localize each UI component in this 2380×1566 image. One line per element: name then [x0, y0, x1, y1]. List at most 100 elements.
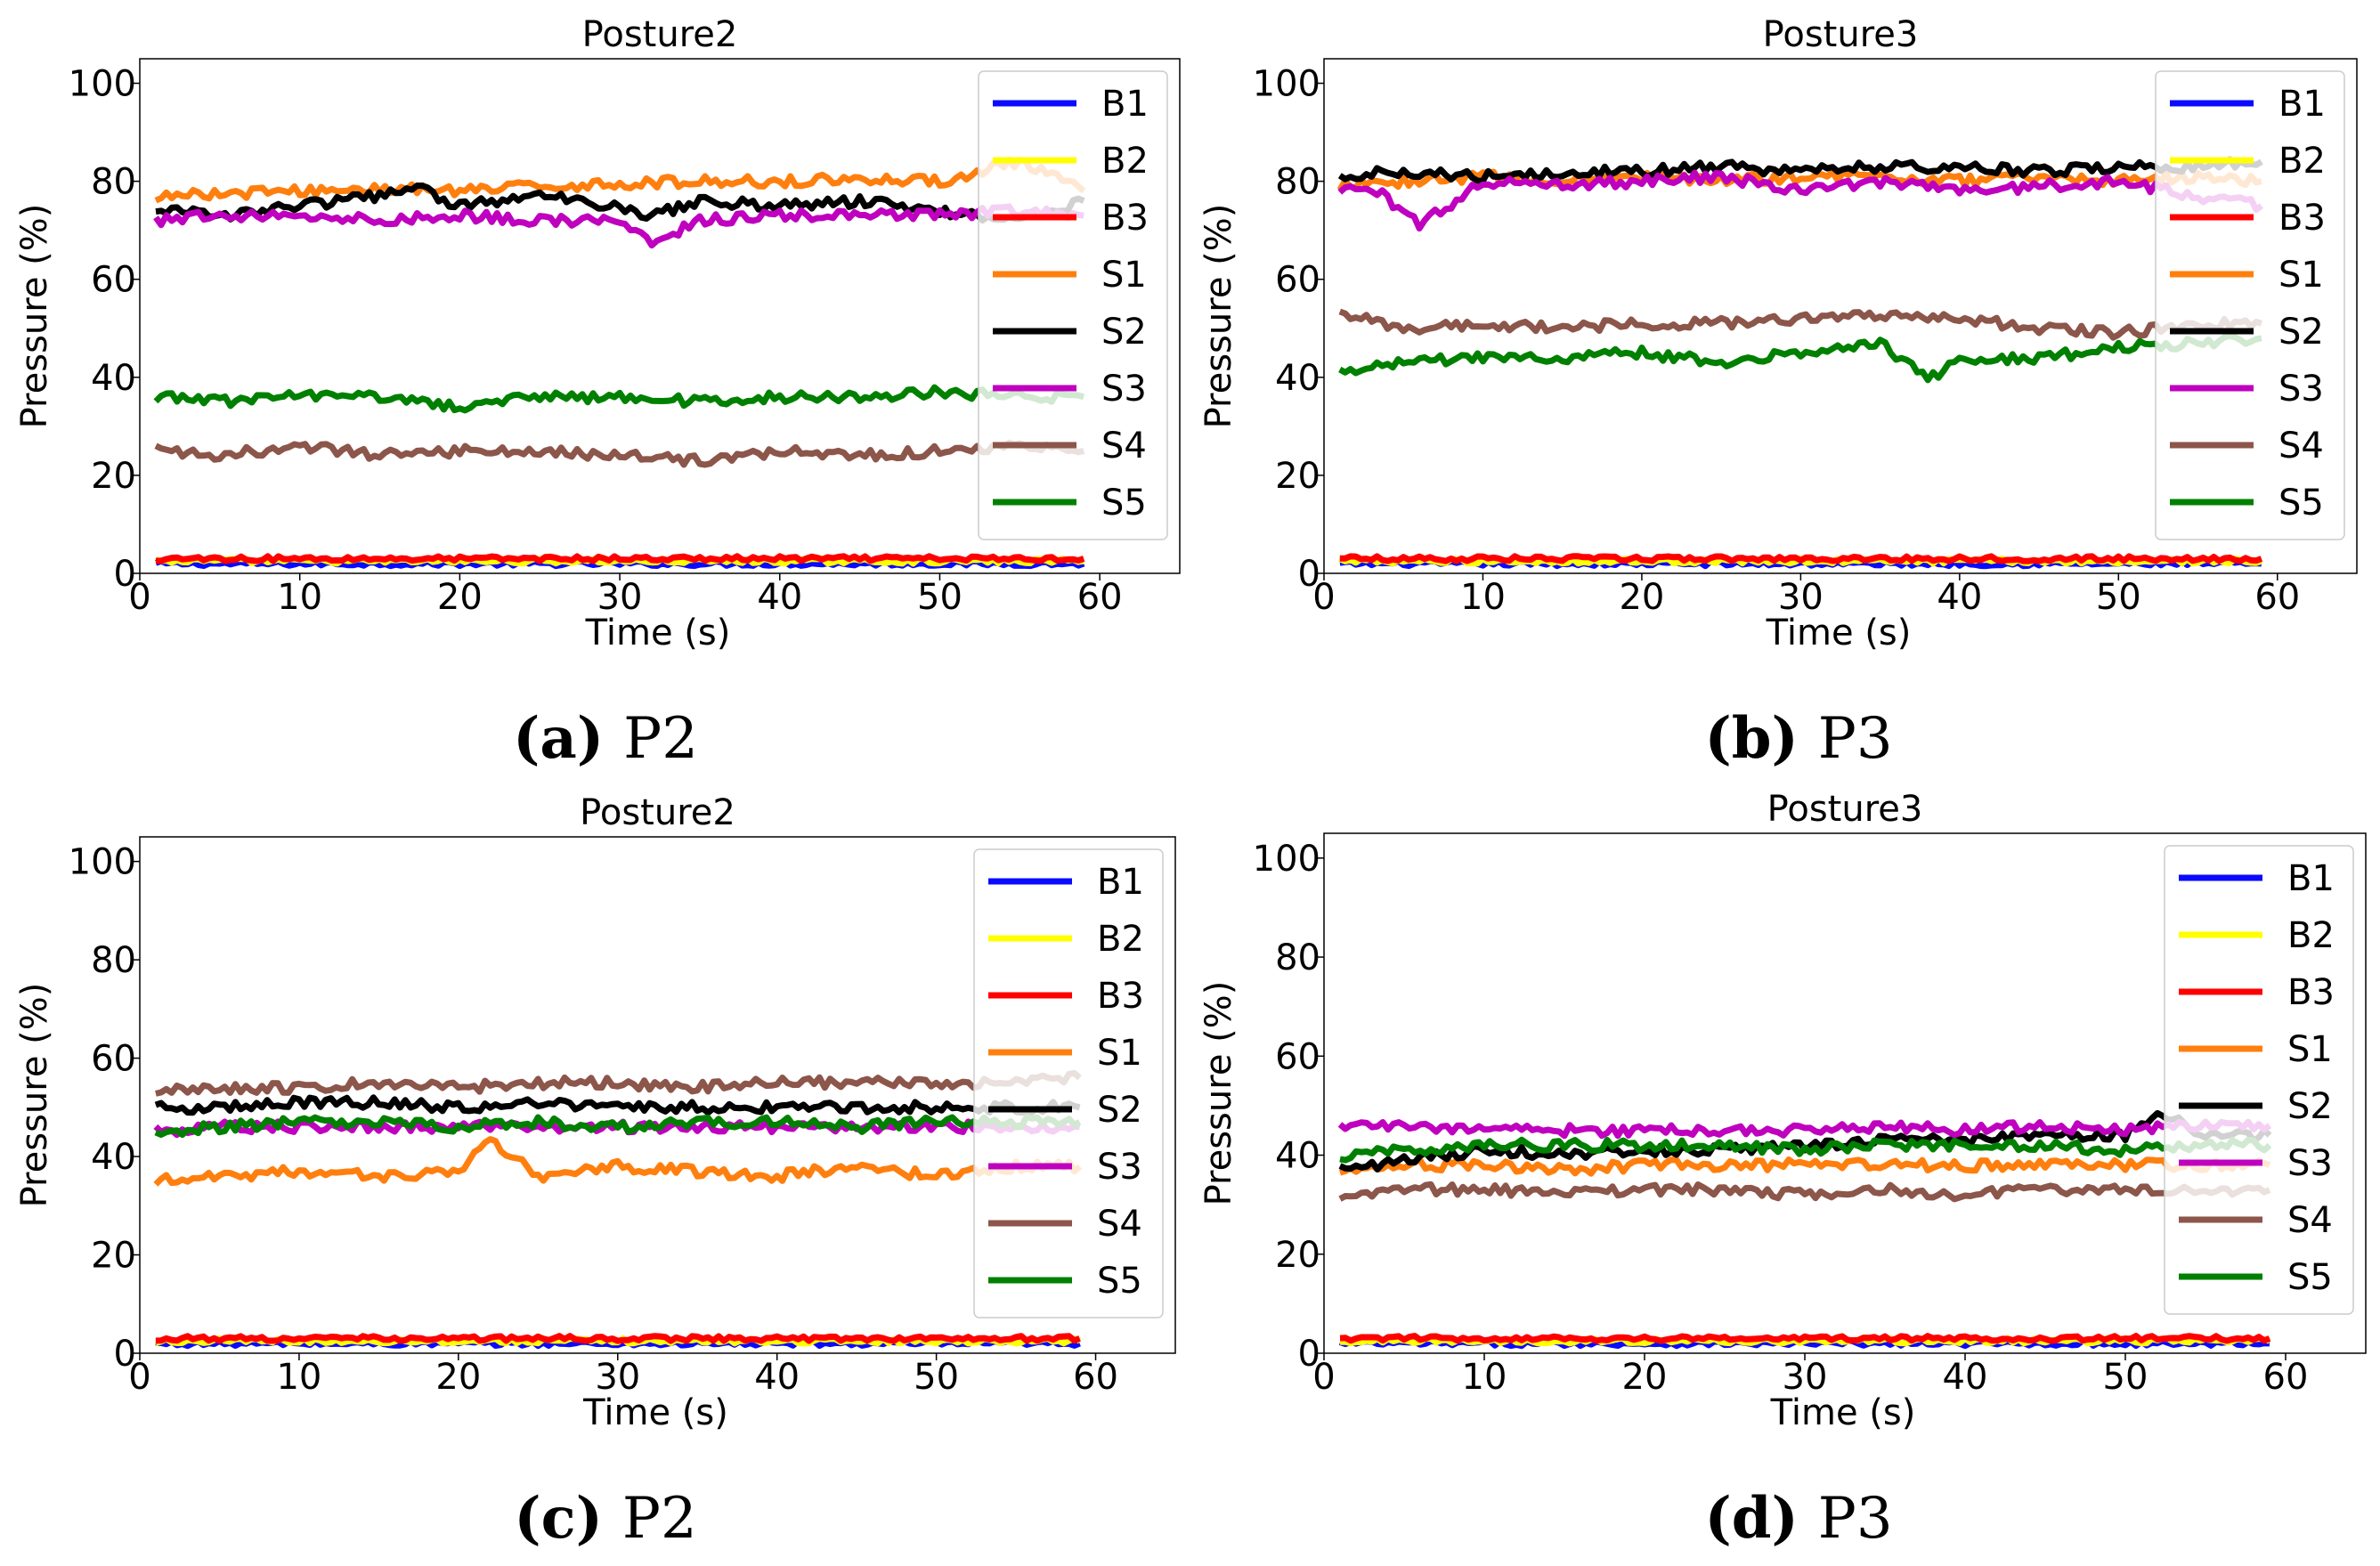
caption-text: P3 — [1818, 706, 1893, 772]
x-tick-label: 60 — [1073, 1357, 1118, 1398]
series-line-b3 — [1339, 553, 2263, 564]
legend-box — [973, 848, 1164, 1319]
series-line-s3 — [153, 203, 1084, 249]
legend-label-b1: B1 — [2278, 84, 2326, 125]
legend-label-s4: S4 — [2287, 1200, 2333, 1241]
chart-panel-2: Posture3 0 20 40 60 80 100 0 10 20 30 40 50 60 Time (s… — [1198, 14, 2358, 772]
legend-label-b2: B2 — [2278, 141, 2326, 182]
legend-label-s3: S3 — [2278, 369, 2324, 410]
series-line-s4 — [154, 439, 1085, 468]
legend-box — [2155, 70, 2345, 540]
x-tick-label: 30 — [597, 577, 643, 618]
x-axis-label: Time (s) — [1766, 613, 1912, 653]
y-tick-label: 0 — [114, 1334, 136, 1375]
legend: B1 B2 B3 S1 S2 S3 S4 S5 — [2164, 845, 2354, 1315]
x-tick-label: 30 — [1778, 577, 1824, 618]
series-line-s5 — [1338, 332, 2262, 384]
legend-box — [2164, 845, 2354, 1315]
legend-label-s1: S1 — [1101, 255, 1147, 296]
x-tick-label: 50 — [2103, 1357, 2148, 1398]
series-line-b3 — [155, 553, 1085, 564]
legend-label-b3: B3 — [1097, 976, 1144, 1017]
panel-caption: (c) P2 — [514, 1485, 696, 1552]
x-tick-label: 10 — [1462, 1357, 1507, 1398]
x-tick-label: 10 — [276, 1357, 321, 1398]
series-line-s1 — [153, 1136, 1083, 1187]
y-tick-label: 80 — [91, 162, 136, 203]
x-axis-label: Time (s) — [585, 613, 731, 653]
series-line-b3 — [1339, 1333, 2271, 1344]
x-tick-label: 20 — [1619, 577, 1664, 618]
x-tick-label: 20 — [437, 577, 483, 618]
y-tick-label: 20 — [91, 456, 136, 497]
legend-label-s5: S5 — [2278, 483, 2324, 523]
y-tick-label: 60 — [1275, 260, 1320, 301]
series-line-s4 — [1338, 1181, 2271, 1203]
y-tick-label: 20 — [91, 1236, 136, 1277]
legend-box — [978, 70, 1168, 540]
chart-title: Posture3 — [1767, 789, 1923, 830]
x-tick-label: 50 — [2096, 577, 2141, 618]
plot-area — [1336, 156, 2264, 570]
x-tick-label: 30 — [595, 1357, 640, 1398]
y-tick-label: 100 — [69, 842, 136, 883]
chart-panel-4: Posture3 0 20 40 60 80 100 0 10 20 30 40 50 60 Time (s… — [1198, 789, 2367, 1552]
legend-label-s1: S1 — [2278, 255, 2324, 296]
legend-label-s4: S4 — [1101, 426, 1147, 467]
x-tick-label: 50 — [917, 577, 963, 618]
series-line-s3 — [1337, 1118, 2272, 1140]
chart-title: Posture2 — [580, 792, 735, 833]
y-tick-label: 60 — [91, 1039, 136, 1080]
plot-area — [153, 1070, 1083, 1350]
legend-label-b1: B1 — [1101, 84, 1149, 125]
x-tick-label: 0 — [1312, 1357, 1335, 1398]
caption-label: (c) — [514, 1485, 603, 1552]
x-tick-label: 40 — [757, 577, 802, 618]
legend-label-b2: B2 — [1101, 141, 1149, 182]
series-line-s5 — [153, 384, 1085, 414]
y-tick-label: 80 — [1275, 937, 1320, 978]
x-tick-label: 60 — [1077, 577, 1123, 618]
x-tick-label: 30 — [1783, 1357, 1828, 1398]
legend-label-b2: B2 — [2287, 915, 2335, 956]
y-tick-label: 60 — [91, 260, 136, 301]
legend-label-s2: S2 — [2287, 1086, 2333, 1127]
series-line-s4 — [1338, 308, 2262, 341]
axes-frame — [1323, 832, 2367, 1354]
legend-label-s4: S4 — [2278, 426, 2324, 467]
y-tick-label: 40 — [91, 1137, 136, 1178]
x-tick-label: 50 — [914, 1357, 959, 1398]
series-line-s5 — [154, 1113, 1082, 1139]
legend-label-s3: S3 — [1097, 1147, 1142, 1188]
y-axis-label: Pressure (%) — [1198, 981, 1239, 1206]
legend-label-s2: S2 — [1097, 1090, 1142, 1131]
chart-panel-3: Posture2 0 20 40 60 80 100 0 10 20 30 40 50 60 Time (s… — [14, 792, 1176, 1552]
series-line-s5 — [1339, 1136, 2272, 1164]
x-tick-label: 20 — [435, 1357, 481, 1398]
legend-label-s1: S1 — [1097, 1033, 1142, 1074]
x-tick-label: 0 — [128, 577, 150, 618]
y-tick-label: 20 — [1275, 1235, 1320, 1276]
x-tick-label: 10 — [1460, 577, 1506, 618]
plot-area — [153, 156, 1086, 570]
legend-label-b3: B3 — [2278, 198, 2326, 239]
axes-frame — [139, 58, 1181, 574]
legend-label-b1: B1 — [2287, 858, 2335, 899]
legend-label-s2: S2 — [1101, 312, 1147, 353]
caption-label: (d) — [1704, 1485, 1798, 1552]
y-tick-label: 40 — [91, 358, 136, 399]
y-tick-label: 0 — [1298, 554, 1320, 595]
series-line-s3 — [1337, 169, 2264, 232]
y-axis-label: Pressure (%) — [14, 983, 55, 1208]
legend-label-b1: B1 — [1097, 862, 1144, 903]
y-tick-label: 0 — [1298, 1334, 1320, 1375]
y-tick-label: 60 — [1275, 1036, 1320, 1077]
legend-label-b2: B2 — [1097, 919, 1144, 960]
y-axis-label: Pressure (%) — [14, 204, 55, 429]
caption-text: P2 — [623, 706, 698, 772]
panel-caption: (d) P3 — [1704, 1485, 1892, 1552]
legend-label-s4: S4 — [1097, 1204, 1142, 1245]
legend: B1 B2 B3 S1 S2 S3 S4 S5 — [978, 70, 1168, 540]
series-line-s1 — [154, 156, 1086, 204]
